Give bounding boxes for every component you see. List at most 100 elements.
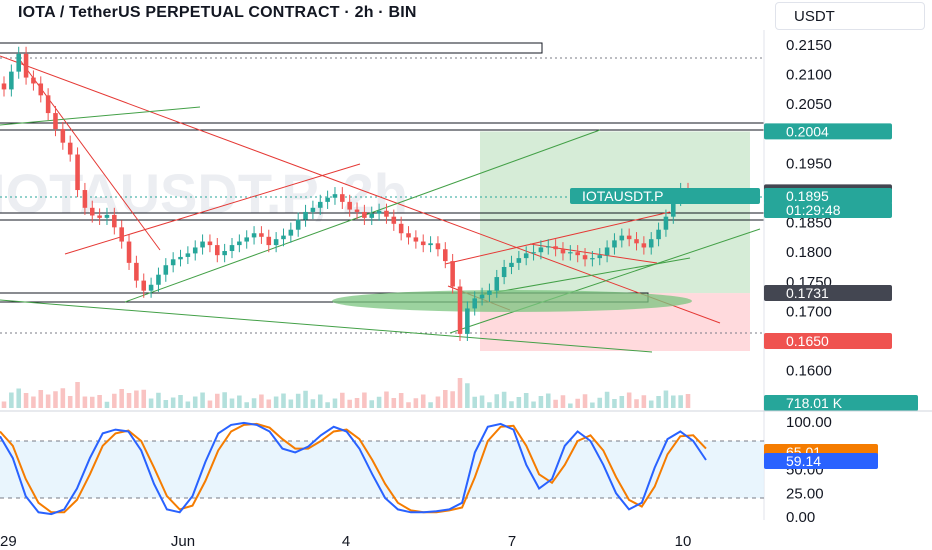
volume-bar — [60, 388, 66, 408]
candle-body — [582, 255, 588, 260]
volume-bar — [641, 395, 647, 408]
candle-body — [89, 207, 95, 216]
volume-bar — [671, 395, 676, 408]
volume-bar — [420, 394, 426, 408]
price-tick-label: 0.2150 — [786, 37, 832, 54]
volume-bar — [634, 399, 639, 408]
stoch-value-tag[interactable]: 59.14 — [764, 453, 878, 469]
time-axis[interactable]: 29 Jun 4 7 10 — [0, 533, 691, 550]
volume-label-text: 718.01 K — [786, 395, 843, 411]
volume-bar — [170, 397, 176, 408]
long-position-tool[interactable] — [480, 131, 750, 351]
volume-bar — [325, 402, 330, 408]
candle-body — [303, 211, 308, 220]
candle-body — [141, 280, 147, 291]
stoch-band — [0, 441, 764, 498]
candle-body — [281, 235, 286, 240]
chart-title: IOTA / TetherUS PERPETUAL CONTRACT · 2h … — [18, 4, 417, 21]
resistance-rect-02[interactable] — [0, 122, 765, 131]
volume-bar — [450, 391, 455, 408]
volume-bar — [604, 391, 610, 408]
candle-body — [443, 249, 448, 262]
candle-body — [428, 243, 433, 246]
price-label-tag[interactable]: 01:29:48 — [764, 201, 892, 218]
candle-body — [472, 298, 477, 309]
price-label-tag[interactable]: 0.2004 — [764, 123, 892, 140]
red-channel-line[interactable] — [64, 163, 361, 255]
candle-body — [170, 259, 176, 266]
stoch-tick-label: 100.00 — [786, 414, 832, 431]
price-label-tag[interactable]: 0.1895 — [764, 187, 892, 204]
volume-bar — [38, 390, 44, 408]
candle-body — [663, 216, 669, 230]
volume-bar — [479, 395, 485, 408]
volume-bar — [523, 393, 529, 408]
green-trendline-1[interactable] — [0, 106, 201, 126]
candle-body — [450, 261, 455, 287]
price-labels: 0.20040.1901IOTAUSDT.P0.189501:29:480.17… — [570, 123, 918, 411]
volume-bar — [398, 393, 404, 408]
candle-body — [23, 53, 29, 78]
volume-bar — [568, 403, 573, 408]
volume-bar — [244, 402, 249, 408]
candle-body — [222, 251, 227, 256]
red-trendline-2[interactable] — [19, 59, 161, 251]
price-label-tag[interactable]: 0.1650 — [764, 333, 892, 349]
price-label-tag[interactable]: IOTAUSDT.P — [570, 187, 760, 204]
candle-body — [185, 253, 191, 257]
candle-body — [656, 229, 661, 240]
candle-body — [523, 253, 529, 259]
candle-body — [597, 255, 603, 259]
candle-body — [384, 210, 389, 217]
red-trendline-1[interactable] — [0, 55, 721, 324]
profit-zone[interactable] — [480, 131, 750, 294]
time-tick-label: 4 — [342, 533, 350, 550]
price-label-tag[interactable]: 0.1731 — [764, 285, 892, 302]
green-trendline-2[interactable] — [0, 299, 653, 353]
candle-body — [369, 213, 375, 218]
red-line-4[interactable] — [529, 243, 658, 264]
candle-body — [435, 243, 441, 250]
candle-body — [604, 247, 610, 256]
candle-body — [53, 113, 58, 130]
candle-body — [60, 129, 66, 143]
volume-bar — [317, 394, 323, 408]
volume-bar — [89, 396, 95, 408]
candle-body — [104, 214, 110, 218]
candle-body — [376, 210, 382, 214]
volume-bar — [266, 399, 272, 408]
time-tick-label: 7 — [508, 533, 516, 550]
volume-bar — [281, 393, 286, 408]
candle-body — [362, 211, 367, 218]
volume-bar — [656, 396, 661, 408]
volume-bar — [465, 383, 470, 408]
candle-body — [634, 239, 639, 244]
candle-body — [671, 198, 676, 217]
volume-bar — [16, 388, 21, 408]
green-trendline-3[interactable] — [449, 228, 761, 334]
candle-body — [347, 201, 352, 210]
volume-bar — [362, 392, 367, 408]
candle-body — [82, 190, 88, 208]
candle-body — [126, 241, 132, 263]
candle-body — [112, 214, 117, 228]
volume-bar — [75, 382, 80, 408]
highlight-ellipse[interactable] — [332, 290, 692, 312]
currency-selector[interactable]: USDT — [775, 2, 925, 30]
green-trendline-4[interactable] — [479, 257, 691, 296]
volume-bar — [391, 398, 397, 408]
resistance-rect-top[interactable] — [0, 42, 543, 54]
time-tick-label: 29 — [0, 533, 17, 550]
drawings[interactable] — [0, 42, 765, 353]
volume-bar — [428, 402, 433, 408]
volume-label-tag[interactable]: 718.01 K — [764, 395, 918, 411]
price-tick-label: 0.2100 — [786, 67, 832, 84]
candle-body — [420, 241, 426, 246]
candle-body — [31, 77, 36, 84]
volume-bar — [126, 393, 132, 408]
volume-bar — [259, 394, 264, 408]
volume-bar — [200, 392, 205, 408]
red-line-3[interactable] — [444, 211, 671, 265]
